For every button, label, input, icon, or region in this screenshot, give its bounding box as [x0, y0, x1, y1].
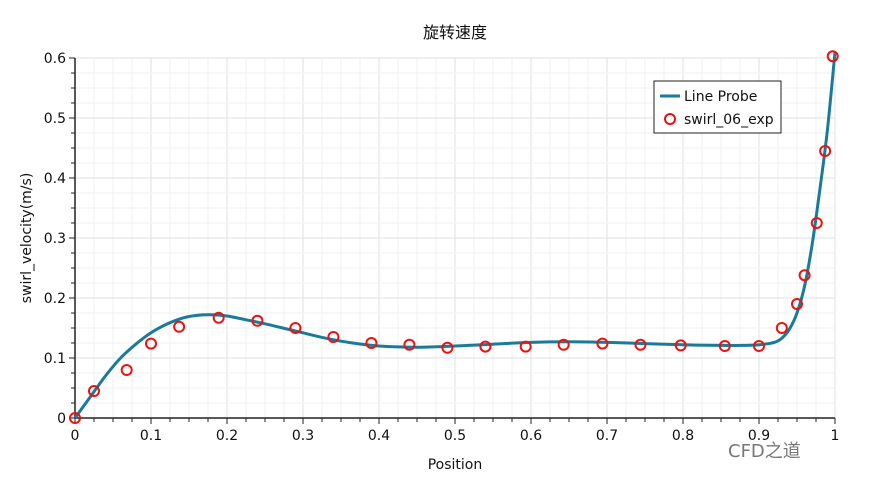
x-tick-label: 0.4: [368, 428, 390, 444]
x-tick-label: 0.3: [292, 428, 314, 444]
data-point-swirl-exp: [289, 322, 302, 334]
legend-label-line-probe: Line Probe: [684, 89, 757, 105]
data-point-swirl-exp: [596, 337, 609, 350]
data-point-swirl-exp: [819, 145, 832, 157]
data-point-swirl-exp: [173, 320, 186, 333]
x-tick-label: 1: [831, 428, 840, 444]
data-point-swirl-exp: [441, 341, 454, 354]
x-axis-label: Position: [428, 457, 483, 473]
data-point-swirl-exp: [120, 364, 133, 376]
data-point-swirl-exp: [145, 337, 157, 350]
x-tick-label: 0.1: [140, 428, 162, 444]
x-tick-label: 0.2: [216, 428, 238, 444]
legend: Line Probe swirl_06_exp: [653, 80, 782, 134]
data-point-swirl-exp: [479, 340, 492, 353]
x-tick-label: 0.5: [444, 428, 466, 444]
y-tick-label: 0.1: [44, 351, 66, 367]
data-point-swirl-exp: [718, 340, 731, 352]
x-tick-label: 0.6: [520, 428, 542, 444]
y-axis-label: swirl_velocity(m/s): [19, 173, 35, 304]
y-tick-label: 0.4: [44, 171, 66, 187]
data-point-swirl-exp: [403, 338, 416, 351]
data-point-swirl-exp: [753, 340, 765, 352]
data-point-swirl-exp: [557, 338, 570, 351]
data-point-swirl-exp: [251, 314, 264, 327]
axes: 0 0.1 0.2 0.3 0.4 0.5 0.6 0.7 0.8 0.9 1 0 0.1 0.2 0.3 0…: [44, 51, 840, 444]
x-tick-label: 0.9: [748, 428, 770, 444]
data-point-swirl-exp: [826, 50, 839, 63]
x-tick-label: 0: [71, 428, 80, 444]
grid: [74, 57, 836, 419]
data-point-swirl-exp: [775, 322, 788, 334]
marks: [69, 50, 839, 424]
y-tick-label: 0.5: [44, 111, 66, 127]
legend-label-swirl-exp: swirl_06_exp: [684, 112, 774, 128]
chart-title: 旋转速度: [423, 23, 487, 42]
data-point-swirl-exp: [791, 298, 803, 310]
data-point-swirl-exp: [798, 269, 811, 282]
legend-marker-swatch: [664, 113, 676, 125]
data-point-swirl-exp: [327, 331, 340, 343]
data-point-swirl-exp: [365, 337, 378, 349]
data-point-swirl-exp: [519, 340, 532, 353]
data-point-swirl-exp: [810, 217, 823, 229]
data-point-swirl-exp: [88, 385, 100, 397]
data-point-swirl-exp: [212, 311, 225, 324]
data-point-swirl-exp: [674, 339, 687, 352]
watermark: CFD之道: [728, 441, 801, 462]
y-tick-label: 0.3: [44, 231, 66, 247]
x-tick-label: 0.7: [596, 428, 618, 444]
data-point-swirl-exp: [69, 412, 81, 424]
y-tick-label: 0.6: [44, 51, 66, 67]
data-point-swirl-exp: [634, 338, 647, 351]
y-tick-label: 0.2: [44, 291, 66, 307]
x-tick-label: 0.8: [672, 428, 694, 444]
series-line-probe: [73, 51, 837, 419]
y-tick-label: 0: [57, 411, 66, 427]
